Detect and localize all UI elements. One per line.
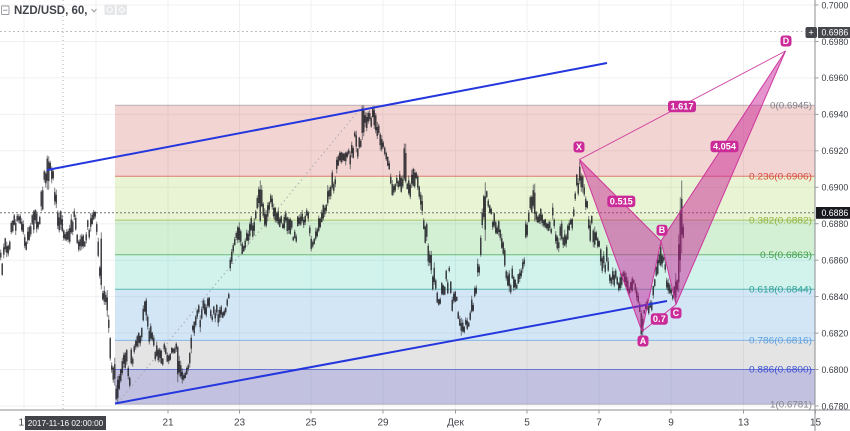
svg-text:21: 21	[162, 418, 174, 429]
svg-text:+: +	[808, 28, 814, 39]
svg-text:0.7000: 0.7000	[822, 0, 849, 11]
svg-text:0.6860: 0.6860	[822, 256, 849, 267]
svg-text:0.6940: 0.6940	[822, 110, 849, 121]
svg-text:1.617: 1.617	[671, 102, 694, 112]
svg-text:17: 17	[18, 418, 30, 429]
svg-text:0.618(0.6844): 0.618(0.6844)	[749, 285, 812, 295]
svg-text:D: D	[783, 36, 790, 46]
svg-text:13: 13	[738, 418, 750, 429]
svg-text:C: C	[673, 308, 680, 318]
svg-text:9: 9	[668, 418, 674, 429]
svg-text:0.6986: 0.6986	[822, 28, 849, 38]
svg-text:4.054: 4.054	[713, 142, 737, 152]
svg-text:NZD/USD, 60,: NZD/USD, 60,	[14, 3, 88, 17]
svg-text:1(0.6781): 1(0.6781)	[770, 399, 812, 409]
svg-text:5: 5	[524, 418, 530, 429]
svg-text:0.6980: 0.6980	[822, 37, 849, 48]
svg-text:0(0.6945): 0(0.6945)	[770, 100, 812, 110]
svg-text:X: X	[576, 142, 582, 152]
svg-text:0.6900: 0.6900	[822, 183, 849, 194]
svg-text:0.515: 0.515	[610, 197, 633, 207]
svg-text:2017-11-16 02:00:00: 2017-11-16 02:00:00	[28, 419, 104, 428]
svg-text:0.382(0.6882): 0.382(0.6882)	[749, 215, 812, 225]
svg-text:0.6880: 0.6880	[822, 219, 849, 230]
svg-text:0.7: 0.7	[653, 314, 666, 324]
svg-text:B: B	[659, 225, 665, 235]
svg-text:0.6960: 0.6960	[822, 73, 849, 84]
svg-text:25: 25	[305, 418, 317, 429]
svg-text:Дек: Дек	[447, 418, 464, 429]
svg-text:0.786(0.6816): 0.786(0.6816)	[749, 336, 812, 346]
svg-text:29: 29	[377, 418, 389, 429]
svg-text:7: 7	[596, 418, 602, 429]
svg-text:15: 15	[810, 418, 822, 429]
svg-text:A: A	[640, 336, 647, 346]
svg-text:0.6780: 0.6780	[822, 401, 849, 412]
svg-text:0.236(0.6906): 0.236(0.6906)	[749, 172, 812, 182]
svg-text:0.886(0.6800): 0.886(0.6800)	[749, 365, 812, 375]
svg-text:0.6840: 0.6840	[822, 292, 849, 303]
svg-text:0.5(0.6863): 0.5(0.6863)	[760, 250, 812, 260]
svg-text:0.6920: 0.6920	[822, 146, 849, 157]
svg-text:0.6886: 0.6886	[822, 208, 849, 218]
svg-text:0.6820: 0.6820	[822, 328, 849, 339]
svg-text:0.6800: 0.6800	[822, 365, 849, 376]
svg-text:23: 23	[234, 418, 246, 429]
